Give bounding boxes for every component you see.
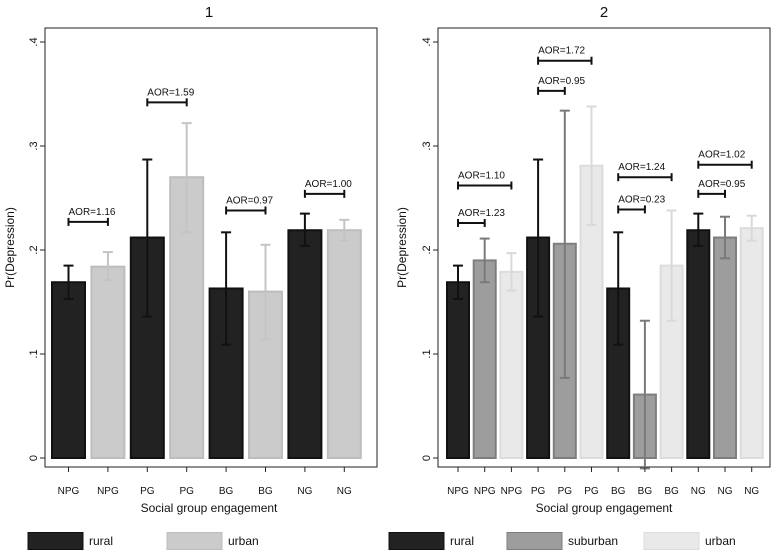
y-tick-label: .2 <box>28 245 40 254</box>
x-axis-label: Social group engagement <box>536 501 673 515</box>
x-tick-label: NPG <box>58 486 80 497</box>
x-tick-label: NG <box>337 486 352 497</box>
legend-swatch-rural <box>27 532 84 550</box>
panel-title: 1 <box>205 4 213 21</box>
bar-ng-suburban <box>713 236 737 459</box>
x-tick-label: NG <box>297 486 312 497</box>
legend-label-urban: urban <box>705 534 736 548</box>
x-tick-label: NPG <box>97 486 119 497</box>
legend-swatch-urban <box>166 532 223 550</box>
x-tick-label: BG <box>258 486 273 497</box>
x-tick-label: BG <box>219 486 234 497</box>
y-axis-label: Pr(Depression) <box>3 207 17 288</box>
y-tick-label: .3 <box>28 141 40 150</box>
bar-bg-urban <box>248 290 283 459</box>
x-tick-label: PG <box>140 486 155 497</box>
legend-swatch-suburban <box>506 532 563 550</box>
panel-1: 1 0 .1 .2 .3 .4 Pr(Depression) NPG NPG PG PG BG BG NG… <box>0 0 388 554</box>
x-tick-label: NPG <box>474 486 496 497</box>
bar-npg-rural <box>446 281 470 459</box>
y-tick-label: .1 <box>28 349 40 358</box>
y-tick-label: .4 <box>421 37 433 46</box>
bar-npg-urban <box>499 270 524 459</box>
aor-label: AOR=1.16 <box>69 207 116 218</box>
x-tick-label: NPG <box>447 486 469 497</box>
panel-2: 2 0 .1 .2 .3 .4 Pr(Depression) NPG NPG NPG PG PG PG B… <box>388 0 776 554</box>
x-tick-label: PG <box>531 486 546 497</box>
legend-label-urban: urban <box>228 534 259 548</box>
aor-label: AOR=1.59 <box>147 87 194 98</box>
legend-label-rural: rural <box>89 534 113 548</box>
bar-npg-suburban <box>472 259 497 459</box>
aor-label: AOR=0.95 <box>698 179 745 190</box>
bar-ng-rural <box>686 229 711 459</box>
bar-bg-rural <box>208 287 244 460</box>
aor-label: AOR=1.24 <box>618 162 665 173</box>
aor-label: AOR=0.95 <box>538 76 585 87</box>
aor-label: AOR=0.23 <box>618 194 665 205</box>
legend-label-suburban: suburban <box>568 534 618 548</box>
y-tick-label: 0 <box>421 455 433 461</box>
bar-npg-rural <box>51 281 86 459</box>
y-tick-label: .2 <box>421 245 433 254</box>
x-tick-label: NG <box>691 486 706 497</box>
aor-label: AOR=1.02 <box>698 150 745 161</box>
bar-npg-urban <box>90 265 126 460</box>
x-tick-label: BG <box>664 486 679 497</box>
aor-label: AOR=1.72 <box>538 46 585 57</box>
y-tick-label: .3 <box>421 141 433 150</box>
legend-swatch-urban <box>643 532 700 550</box>
aor-label: AOR=1.10 <box>458 171 505 182</box>
bar-ng-rural <box>287 229 323 459</box>
x-tick-label: PG <box>584 486 599 497</box>
legend-label-rural: rural <box>450 534 474 548</box>
y-tick-label: .4 <box>28 37 40 46</box>
bar-ng-urban <box>739 227 764 459</box>
bar-ng-urban <box>326 229 362 459</box>
panel-title: 2 <box>600 4 608 21</box>
aor-label: AOR=1.23 <box>458 208 505 219</box>
x-tick-label: NG <box>718 486 733 497</box>
x-tick-label: NG <box>744 486 759 497</box>
x-tick-label: PG <box>179 486 194 497</box>
legend-swatch-rural <box>388 532 445 550</box>
aor-label: AOR=1.00 <box>305 179 352 190</box>
x-tick-label: NPG <box>501 486 523 497</box>
x-axis-label: Social group engagement <box>141 501 278 515</box>
aor-label: AOR=0.97 <box>226 195 273 206</box>
legend-box <box>394 528 772 554</box>
x-tick-label: BG <box>611 486 626 497</box>
x-tick-label: PG <box>558 486 573 497</box>
y-tick-label: .1 <box>421 349 433 358</box>
y-axis-label: Pr(Depression) <box>395 207 409 288</box>
x-tick-label: BG <box>638 486 653 497</box>
y-tick-label: 0 <box>28 455 40 461</box>
